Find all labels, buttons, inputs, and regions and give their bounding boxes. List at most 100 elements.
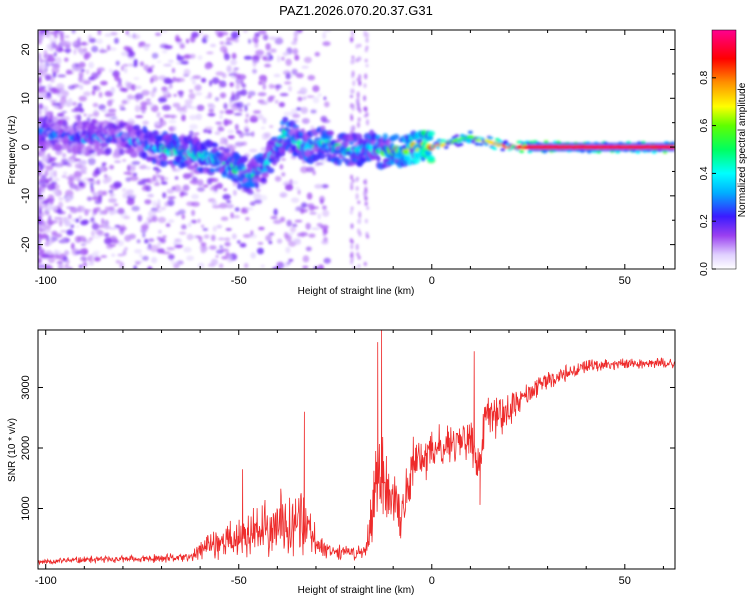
spectrum-noise-blob (223, 53, 231, 61)
spectrum-noise-blob (62, 171, 68, 175)
spectrum-noise-blob (198, 235, 202, 240)
spectrum-noise-blob (123, 45, 130, 51)
spectrum-noise-blob (140, 164, 147, 169)
spectrum-noise-blob (179, 43, 185, 49)
spectrum-ridge-blob (392, 133, 400, 140)
spectrum-noise-blob (183, 54, 192, 59)
spectrum-noise-blob (268, 240, 273, 245)
spectrum-noise-blob (127, 172, 136, 177)
spectrum-streak-blob (351, 55, 355, 60)
spectrum-noise-blob (50, 79, 55, 83)
x-tick-label: -50 (231, 275, 247, 287)
spectrum-noise-blob (210, 258, 219, 266)
spectrum-noise-blob (287, 232, 295, 236)
spectrum-noise-blob (183, 69, 191, 76)
spectrum-noise-blob (243, 262, 249, 269)
spectrum-noise-blob (51, 64, 61, 69)
spectrum-noise-blob (167, 219, 175, 223)
spectrum-streak-blob (349, 94, 354, 99)
spectrum-noise-blob (226, 200, 232, 204)
spectrum-noise-blob (78, 205, 85, 213)
spectrum-noise-blob (57, 74, 67, 78)
spectrum-noise-blob (223, 102, 228, 110)
spectrum-noise-blob (97, 32, 102, 36)
spectrum-noise-blob (144, 238, 149, 244)
spectrum-noise-blob (234, 73, 241, 79)
spectrum-ridge-blob (336, 158, 342, 166)
spectrum-noise-blob (188, 89, 194, 93)
spectrum-ridge-blob (467, 130, 473, 134)
spectrum-noise-blob (297, 96, 303, 102)
spectrum-ridge-blob (234, 154, 242, 160)
spectrum-noise-blob (220, 30, 227, 33)
spectrum-noise-blob (259, 194, 268, 201)
spectrum-noise-blob (281, 157, 286, 161)
spectrum-noise-blob (214, 30, 220, 36)
spectrum-noise-blob (201, 77, 207, 83)
spectrum-noise-blob (211, 185, 218, 191)
spectrum-noise-blob (186, 201, 195, 207)
spectrum-noise-blob (158, 229, 162, 234)
spectrum-noise-blob (278, 102, 285, 108)
spectrum-streak-blob (355, 193, 359, 200)
spectrum-noise-blob (38, 162, 43, 166)
spectrum-ridge-blob (218, 146, 226, 151)
spectrum-noise-blob (108, 244, 117, 247)
spectrum-noise-blob (86, 117, 91, 123)
spectrum-noise-blob (225, 228, 232, 231)
spectrum-noise-blob (133, 77, 140, 80)
spectrum-noise-blob (131, 161, 141, 165)
spectrum-ridge-blob (376, 155, 381, 162)
spectrum-noise-blob (244, 128, 250, 132)
spectrum-noise-blob (207, 92, 212, 99)
spectrum-noise-blob (168, 119, 177, 124)
spectrum-noise-blob (249, 201, 256, 206)
spectrum-noise-blob (70, 224, 75, 229)
spectrum-noise-blob (320, 184, 329, 189)
spectrum-noise-blob (197, 55, 203, 60)
spectrum-noise-blob (71, 101, 78, 106)
spectrum-noise-blob (234, 38, 239, 43)
spectrum-noise-blob (189, 124, 199, 130)
spectrum-noise-blob (257, 114, 264, 120)
spectrum-noise-blob (292, 223, 298, 228)
y-tick-label: -10 (20, 188, 32, 204)
spectrum-noise-blob (38, 225, 42, 229)
spectrum-noise-blob (87, 114, 94, 117)
spectrum-ridge-blob (412, 156, 421, 165)
spectrum-noise-blob (173, 263, 180, 269)
spectrum-noise-blob (178, 209, 186, 215)
spectrum-ridge-blob (427, 155, 435, 162)
spectrum-noise-blob (159, 176, 169, 181)
spectrum-noise-blob (176, 260, 184, 265)
spectrum-noise-blob (292, 113, 301, 118)
spectrum-streak-blob (356, 121, 361, 128)
spectrum-noise-blob (273, 208, 278, 216)
spectrum-noise-blob (38, 39, 43, 45)
spectrum-noise-blob (121, 100, 128, 104)
spectrum-noise-blob (56, 208, 63, 215)
spectrum-streak-blob (365, 63, 369, 68)
spectrum-noise-blob (269, 48, 277, 53)
spectrum-noise-blob (38, 208, 42, 216)
spectrum-noise-blob (82, 262, 88, 267)
spectrum-streak-blob (350, 115, 354, 122)
spectrum-noise-blob (119, 107, 126, 111)
spectrum-noise-blob (129, 194, 137, 198)
spectrum-noise-blob (230, 59, 238, 66)
spectrum-noise-blob (253, 192, 262, 201)
spectrum-noise-blob (123, 215, 131, 220)
spectrum-noise-blob (125, 177, 131, 182)
spectrum-noise-blob (134, 249, 142, 254)
spectrum-ridge-blob (122, 121, 127, 127)
spectrum-noise-blob (294, 239, 301, 245)
spectrum-noise-blob (75, 64, 79, 67)
spectrum-noise-blob (161, 86, 168, 92)
spectrum-noise-blob (293, 30, 299, 38)
spectrum-noise-blob (113, 203, 119, 207)
spectrum-noise-blob (167, 59, 174, 63)
spectrum-ridge-blob (54, 143, 63, 148)
spectrum-noise-blob (242, 233, 252, 238)
spectrum-noise-blob (145, 166, 152, 170)
spectrum-noise-blob (62, 152, 67, 158)
